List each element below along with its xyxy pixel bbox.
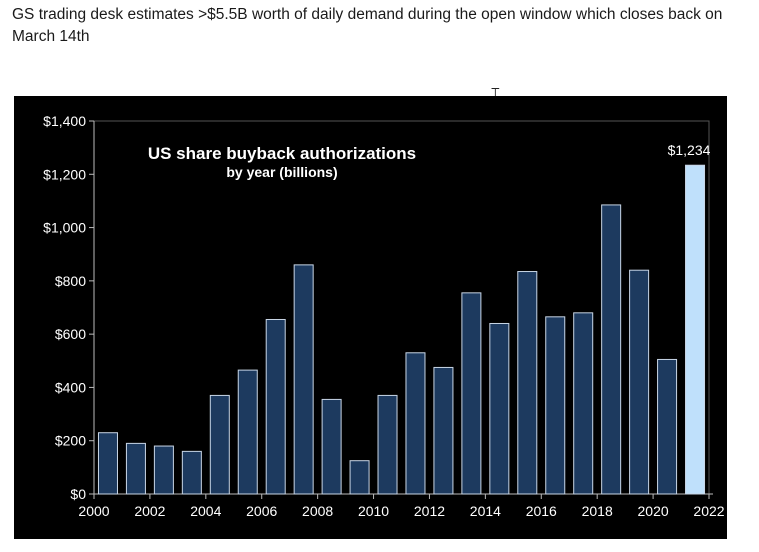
chart-subtitle: by year (billions) [226,164,337,180]
bar-2012 [433,366,454,495]
bar-2020 [657,358,678,495]
x-tick-label: 2010 [358,503,389,519]
buyback-chart-panel: $0 $200 $400 $600 $800 $1,000 $1,200 $1,400 200… [14,96,727,539]
y-tick-label: $800 [55,273,86,289]
x-tick-label: 2014 [470,503,501,519]
y-tick-label: $400 [55,379,86,395]
bars-group [97,164,706,495]
x-tick-label: 2002 [134,503,165,519]
x-tick-label: 2012 [414,503,445,519]
y-tick-label: $200 [55,433,86,449]
x-tick-label: 2018 [582,503,613,519]
bar-2015 [517,271,538,495]
x-tick-label: 2022 [693,503,724,519]
x-axis: 2000 2002 2004 2006 2008 2010 2012 2014 2016 2018… [78,493,725,519]
bar-2013 [461,292,482,495]
x-tick-label: 2016 [526,503,557,519]
bar-2006 [265,318,286,495]
bar-2009 [349,460,370,495]
bar-2010 [377,394,398,495]
bar-2007 [293,264,314,495]
bar-2001 [125,442,146,495]
y-tick-label: $1,400 [43,113,86,129]
bar-2018 [601,204,622,495]
bar-2003 [181,450,202,495]
y-tick-label: $600 [55,326,86,342]
bar-2002 [153,445,174,495]
bar-2004 [209,394,230,495]
bar-2014 [489,322,510,495]
bar-2008 [321,398,342,495]
x-tick-label: 2006 [246,503,277,519]
y-tick-label: $1,200 [43,166,86,182]
bar-highlight-2021 [685,164,706,495]
buyback-bar-chart: $0 $200 $400 $600 $800 $1,000 $1,200 $1,400 200… [43,113,725,519]
x-tick-label: 2000 [78,503,109,519]
y-axis: $0 $200 $400 $600 $800 $1,000 $1,200 $1,400 [43,113,710,502]
x-tick-label: 2008 [302,503,333,519]
post-caption: GS trading desk estimates >$5.5B worth o… [12,6,723,45]
bar-2005 [237,369,258,495]
bar-2019 [629,269,650,495]
chart-title: US share buyback authorizations [148,144,416,163]
highlight-value-label: $1,234 [668,142,711,158]
bar-2016 [545,316,566,495]
x-tick-label: 2004 [190,503,221,519]
x-tick-label: 2020 [638,503,669,519]
y-tick-label: $0 [70,486,86,502]
y-tick-label: $1,000 [43,220,86,236]
bar-2011 [405,352,426,495]
bar-2000 [97,432,118,495]
bar-2017 [573,312,594,495]
